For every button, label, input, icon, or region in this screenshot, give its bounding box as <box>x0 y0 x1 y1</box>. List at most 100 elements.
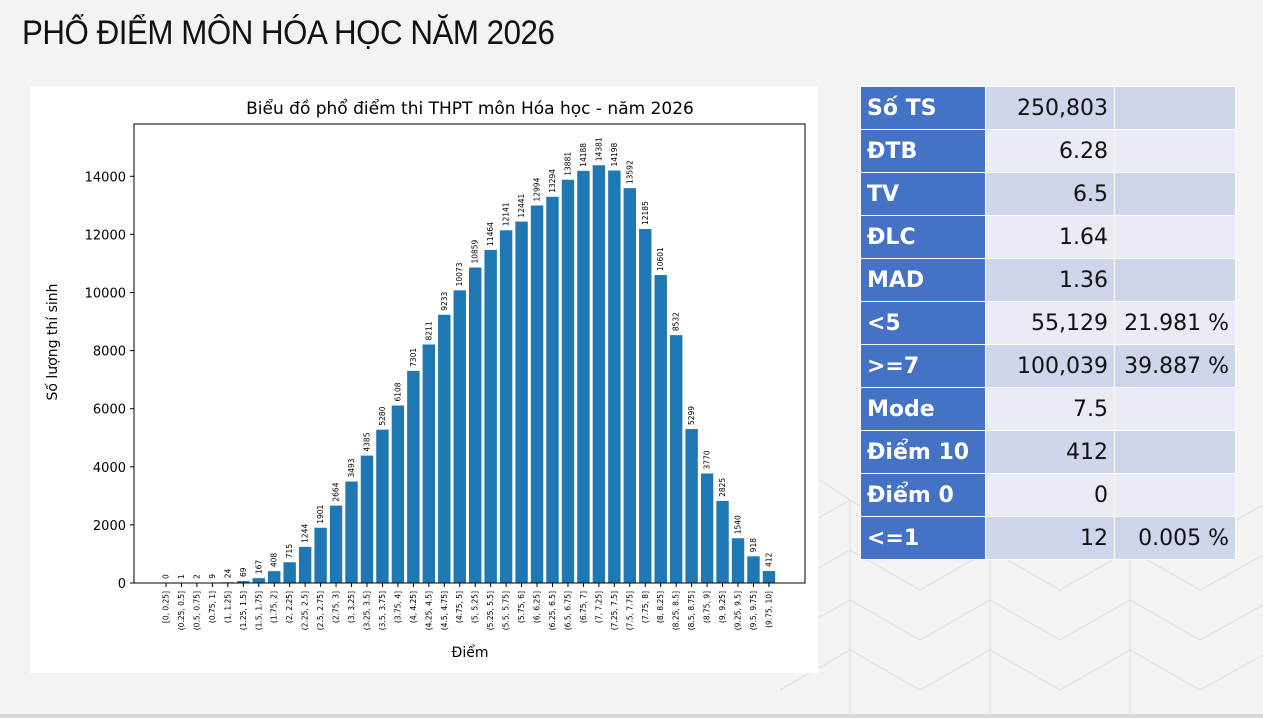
stat-percent <box>1114 129 1236 173</box>
bar-value-label: 408 <box>270 553 279 568</box>
x-tick-label: (1, 1.25] <box>223 591 232 623</box>
bar-value-label: 10601 <box>656 247 665 271</box>
stat-label: Điểm 10 <box>860 430 986 474</box>
bar-value-label: 1540 <box>734 515 743 534</box>
x-tick-label: (1.25, 1.5] <box>239 591 248 630</box>
x-tick-label: (3.5, 3.75] <box>378 591 387 630</box>
x-tick-label: (9.75, 10] <box>764 591 773 628</box>
stat-value: 1.36 <box>985 258 1115 302</box>
stat-percent <box>1114 430 1236 474</box>
stat-percent <box>1114 387 1236 431</box>
x-tick-label: (3.75, 4] <box>393 591 402 623</box>
stats-row: Điểm 10 412 <box>860 430 1236 474</box>
bar <box>577 170 590 583</box>
stat-value: 250,803 <box>985 86 1115 130</box>
stat-percent <box>1114 215 1236 259</box>
bar-value-label: 13592 <box>625 160 634 184</box>
stat-value: 55,129 <box>985 301 1115 345</box>
stat-percent <box>1114 86 1236 130</box>
stat-value: 12 <box>985 516 1115 560</box>
x-tick-label: (4, 4.25] <box>409 591 418 623</box>
bar-value-label: 69 <box>239 567 248 577</box>
x-tick-label: (8, 8.25] <box>656 591 665 623</box>
bar-value-label: 2664 <box>332 482 341 501</box>
x-tick-label: (7.75, 8] <box>641 591 650 623</box>
bar-value-label: 8532 <box>672 312 681 331</box>
bar <box>685 429 698 583</box>
page-title: PHỔ ĐIỂM MÔN HÓA HỌC NĂM 2026 <box>22 14 555 52</box>
bar <box>608 170 621 583</box>
bar <box>716 500 729 583</box>
x-tick-label: (4.5, 4.75] <box>440 591 449 630</box>
x-tick-label: (2.5, 2.75] <box>316 591 325 630</box>
bar <box>515 221 528 583</box>
x-tick-label: (6.75, 7] <box>579 591 588 623</box>
stat-percent: 21.981 % <box>1114 301 1236 345</box>
histogram-chart: Biểu đồ phổ điểm thi THPT môn Hóa học - … <box>44 98 806 661</box>
x-tick-label: (3, 3.25] <box>347 591 356 623</box>
bar <box>762 571 776 583</box>
x-tick-label: (1.5, 1.75] <box>254 591 263 630</box>
bar <box>499 230 513 584</box>
bar-value-label: 3493 <box>347 458 356 477</box>
stat-label: TV <box>860 172 986 216</box>
x-tick-label: (5, 5.25] <box>471 591 480 623</box>
bar-value-label: 6108 <box>393 382 402 401</box>
bar <box>314 527 327 583</box>
bar-value-label: 13294 <box>548 169 557 193</box>
bar <box>654 275 667 583</box>
stat-label: MAD <box>860 258 986 302</box>
bar <box>546 196 559 584</box>
stats-row: Số TS 250,803 <box>860 86 1236 130</box>
bar <box>237 581 250 583</box>
bar-value-label: 12994 <box>533 177 542 201</box>
bar <box>329 505 343 583</box>
x-tick-label: (8.5, 8.75] <box>687 591 696 630</box>
bar-value-label: 715 <box>285 544 294 559</box>
x-tick-group: [0, 0.25] (0.25, 0.5] (0.5, 0.75] (0.75, 1]… <box>162 583 773 630</box>
stat-label: >=7 <box>860 344 986 388</box>
stats-row: ĐLC 1.64 <box>860 215 1236 259</box>
bar <box>283 562 296 583</box>
bar-value-label: 14381 <box>594 137 603 161</box>
y-tick-label: 6000 <box>93 403 126 418</box>
stat-value: 100,039 <box>985 344 1115 388</box>
stats-row: >=7 100,039 39.887 % <box>860 344 1236 388</box>
stat-label: ĐTB <box>860 129 986 173</box>
x-tick-label: (2, 2.25] <box>285 591 294 623</box>
x-tick-label: (8.75, 9] <box>703 591 712 623</box>
stat-label: <5 <box>860 301 986 345</box>
bar-value-label: 167 <box>254 560 263 575</box>
bar-value-label: 918 <box>749 538 758 553</box>
stats-row: ĐTB 6.28 <box>860 129 1236 173</box>
stat-percent <box>1114 258 1236 302</box>
bar <box>391 405 405 583</box>
x-tick-label: (5.75, 6] <box>517 591 526 623</box>
x-tick-label: (0.25, 0.5] <box>177 591 186 630</box>
stat-value: 412 <box>985 430 1115 474</box>
bar <box>669 335 683 583</box>
bar <box>376 429 389 583</box>
bar-value-label: 1 <box>177 574 186 579</box>
y-tick-label: 10000 <box>85 286 126 301</box>
bar-value-label: 2 <box>192 574 201 579</box>
stats-table: Số TS 250,803 ĐTB 6.28 TV 6.5 ĐLC 1.64 MAD 1.36 <5… <box>860 86 1236 560</box>
bar <box>298 546 312 583</box>
x-axis-label: Điểm <box>452 644 489 661</box>
stat-percent <box>1114 172 1236 216</box>
bar-value-label: 3770 <box>703 450 712 469</box>
stats-row: MAD 1.36 <box>860 258 1236 302</box>
x-tick-label: (5.25, 5.5] <box>486 591 495 630</box>
y-tick-label: 8000 <box>93 345 126 360</box>
bar <box>422 344 436 583</box>
y-tick-label: 0 <box>118 577 126 592</box>
y-tick-label: 14000 <box>85 170 126 185</box>
bar-value-label: 7301 <box>409 348 418 367</box>
x-tick-label: [0, 0.25] <box>162 591 171 623</box>
x-tick-label: (6, 6.25] <box>533 591 542 623</box>
y-tick-label: 2000 <box>93 519 126 534</box>
x-tick-label: (9.5, 9.75] <box>749 591 758 630</box>
bar <box>268 571 281 583</box>
x-tick-label: (2.75, 3] <box>332 591 341 623</box>
